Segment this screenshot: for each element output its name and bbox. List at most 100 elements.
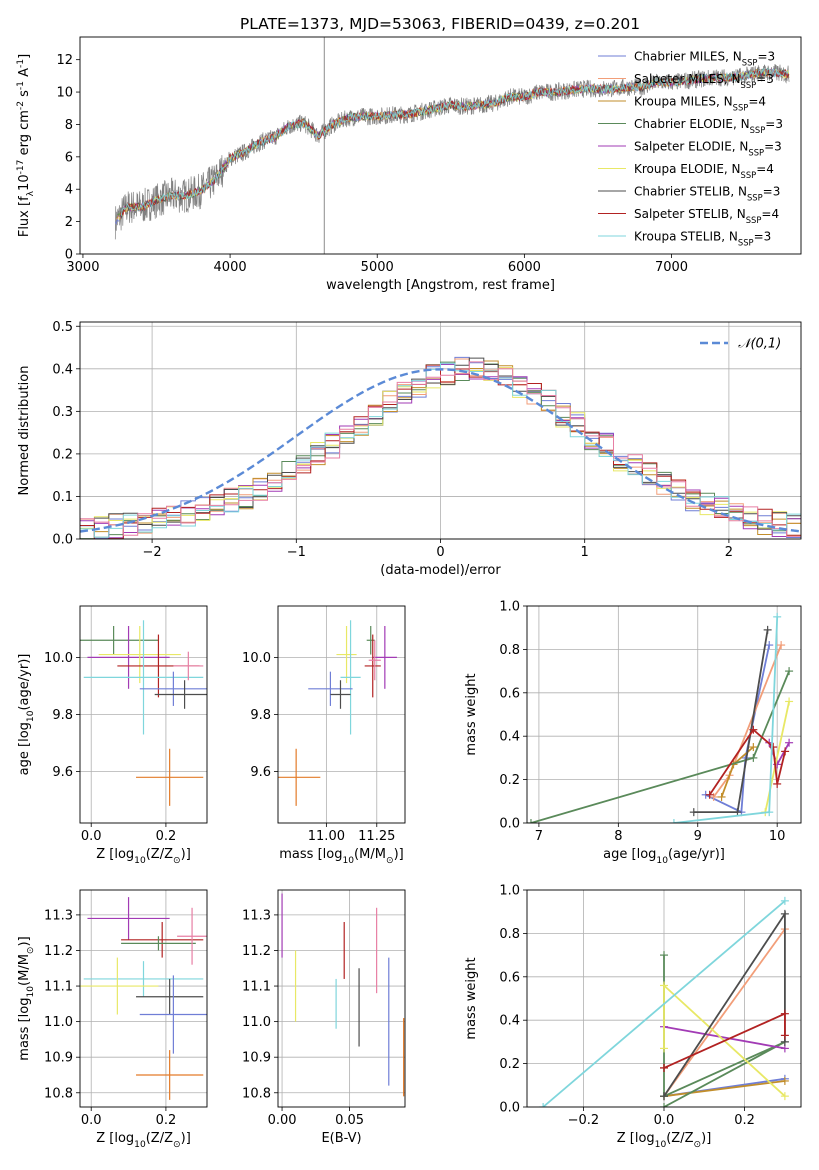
x-tick-label: 7: [535, 829, 543, 844]
weight-line: [663, 1025, 786, 1050]
spectrum-plot-area: [114, 37, 790, 254]
y-tick-label: 0.2: [499, 773, 520, 788]
x-axis-label: Z [log10(Z/Z⊙)]: [96, 847, 191, 866]
weight-line: [673, 616, 779, 823]
x-tick-label: 0.05: [335, 1113, 364, 1128]
x-tick-label: 0.0: [81, 829, 102, 844]
y-tick-label: 0.3: [52, 405, 73, 420]
y-tick-label: 0.8: [499, 927, 520, 942]
y-tick-label: 0.4: [499, 730, 520, 745]
x-tick-label: 1: [581, 545, 589, 560]
legend-label: Chabrier ELODIE, NSSP=3: [634, 117, 783, 135]
y-tick-label: 10.9: [242, 1051, 271, 1066]
weight-line: [542, 900, 786, 1107]
residuals-plot-area: [80, 356, 801, 539]
y-tick-label: 9.6: [52, 765, 73, 780]
y-tick-label: 11.0: [44, 1015, 73, 1030]
y-tick-label: 0.4: [52, 362, 73, 377]
x-tick-label: 3000: [66, 260, 99, 275]
x-tick-label: 4000: [214, 260, 247, 275]
residual-histogram: [80, 362, 801, 538]
legend-label: Salpeter STELIB, NSSP=4: [634, 207, 779, 225]
z-mass-plot-area: [80, 897, 207, 1100]
x-tick-label: 5000: [361, 260, 394, 275]
axes-frame: [79, 889, 208, 1108]
x-tick-label: 0.2: [156, 1113, 177, 1128]
axes-frame: [79, 605, 208, 824]
y-tick-label: 0.0: [499, 817, 520, 832]
y-tick-label: 9.8: [250, 708, 271, 723]
age-weight-plot-area: [527, 612, 794, 823]
y-axis-label: Flux [fλ10-17 erg cm-2 s-1 A-1]: [16, 54, 36, 237]
x-tick-label: 11.25: [358, 829, 395, 844]
y-tick-label: 0.5: [52, 320, 73, 335]
axes-frame: [526, 889, 802, 1108]
y-tick-label: 4: [65, 183, 73, 198]
x-axis-label: wavelength [Angstrom, rest frame]: [326, 278, 555, 293]
axes-frame: [277, 605, 406, 824]
axes-frame: [526, 605, 802, 824]
x-axis-label: mass [log10(M/M⊙)]: [279, 847, 403, 866]
ebv-mass-plot-area: [281, 893, 405, 1097]
x-tick-label: 7000: [655, 260, 688, 275]
y-tick-label: 1.0: [499, 600, 520, 615]
y-tick-label: 0.8: [499, 643, 520, 658]
legend-label: Kroupa STELIB, NSSP=3: [634, 230, 771, 248]
y-tick-label: 11.1: [44, 980, 73, 995]
legend-label: Salpeter ELODIE, NSSP=3: [634, 140, 782, 158]
y-tick-label: 0: [65, 248, 73, 263]
x-tick-label: 11.00: [308, 829, 345, 844]
y-tick-label: 11.2: [242, 944, 271, 959]
y-tick-label: 12: [56, 53, 73, 68]
weight-line: [663, 1012, 786, 1069]
legend-label: 𝒩(0,1): [738, 337, 781, 352]
y-tick-label: 10.0: [44, 651, 73, 666]
x-tick-label: −0.2: [568, 1113, 600, 1128]
x-tick-label: 0.00: [268, 1113, 297, 1128]
y-tick-label: 2: [65, 215, 73, 230]
y-tick-label: 10.9: [44, 1051, 73, 1066]
y-tick-label: 0.2: [499, 1057, 520, 1072]
y-tick-label: 0.6: [499, 970, 520, 985]
z-age-panel: 0.0 0.2 9.6 9.8 10.0 Z [log10(Z/Z⊙)] age [log1…: [17, 605, 208, 866]
model-spectrum-line: [120, 68, 789, 216]
y-tick-label: 11.0: [242, 1015, 271, 1030]
legend-label: Salpeter MILES, NSSP=3: [634, 72, 774, 90]
x-tick-label: 0.2: [734, 1113, 755, 1128]
y-axis-label: mass [log10(M/M⊙)]: [17, 936, 36, 1060]
y-tick-label: 0.6: [499, 686, 520, 701]
y-tick-label: 0.0: [499, 1101, 520, 1116]
x-axis-label: Z [log10(Z/Z⊙)]: [617, 1131, 712, 1150]
weight-line: [663, 1080, 786, 1098]
residual-histogram: [80, 357, 801, 539]
y-axis-label: age [log10(age/yr)]: [17, 654, 36, 776]
y-axis-label: Normed distribution: [17, 366, 32, 496]
x-tick-label: 6000: [508, 260, 541, 275]
weight-line: [663, 955, 786, 1107]
ebv-mass-panel: 0.00 0.05 10.8 10.9 11.0 11.1 11.2 11.3 E(B-V): [242, 889, 406, 1146]
x-tick-label: 0.2: [156, 829, 177, 844]
x-tick-label: 8: [614, 829, 622, 844]
z-mass-panel: 0.0 0.2 10.8 10.9 11.0 11.1 11.2 11.3 Z [log10(Z…: [17, 889, 208, 1150]
x-axis-label: Z [log10(Z/Z⊙)]: [96, 1131, 191, 1150]
residuals-panel: −2 −1 0 1 2 0.0 0.1 0.2 0.3 0.4 0.5 (data-model)/er…: [17, 320, 802, 578]
mass-age-panel: 11.00 11.25 9.6 9.8 10.0 mass [log10(M/M⊙)]: [242, 605, 406, 866]
z-age-plot-area: [80, 620, 207, 806]
y-tick-label: 0.1: [52, 490, 73, 505]
legend-label: Chabrier STELIB, NSSP=3: [634, 185, 780, 203]
x-tick-label: 10: [769, 829, 786, 844]
x-axis-label: (data-model)/error: [380, 563, 501, 578]
legend-label: Kroupa ELODIE, NSSP=4: [634, 162, 774, 180]
x-tick-label: −1: [287, 545, 306, 560]
y-tick-label: 11.3: [242, 908, 271, 923]
y-tick-label: 10.8: [44, 1086, 73, 1101]
weight-line: [663, 928, 786, 1097]
residual-histogram: [80, 361, 801, 537]
y-tick-label: 11.2: [44, 944, 73, 959]
y-tick-label: 6: [65, 150, 73, 165]
x-tick-label: 0.0: [654, 1113, 675, 1128]
residual-histogram: [80, 367, 801, 537]
x-axis-label: E(B-V): [321, 1131, 361, 1146]
y-tick-label: 0.4: [499, 1014, 520, 1029]
